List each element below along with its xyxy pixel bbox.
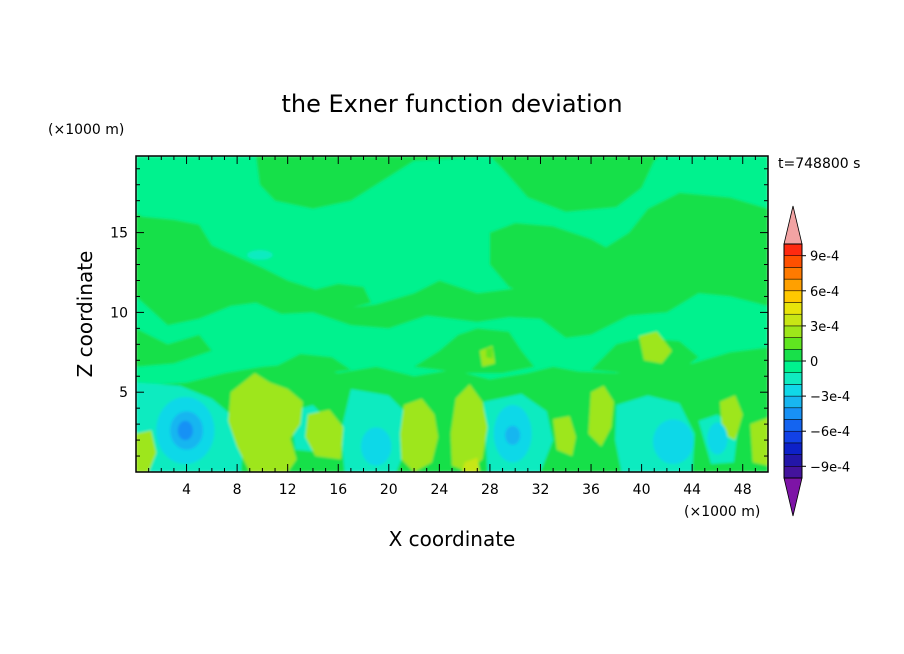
y-axis-title: Z coordinate (73, 251, 97, 378)
x-tick-label-0: 4 (182, 482, 191, 498)
x-tick-label-11: 48 (734, 482, 752, 498)
x-tick-label-3: 16 (329, 482, 347, 498)
x-unit-label: (×1000 m) (684, 504, 760, 520)
colorbar-tick-label-1: 6e-4 (810, 285, 839, 300)
upper-band (136, 156, 768, 308)
green-ridge-a (414, 328, 535, 374)
x-tick-label-5: 24 (430, 482, 448, 498)
y-tick-label-2: 15 (110, 226, 128, 242)
colorbar-swatch-1 (783, 454, 803, 467)
time-label: t=748800 s (778, 156, 860, 172)
colorbar-swatch-10 (783, 349, 803, 362)
heatmap-field (136, 156, 768, 472)
colorbar-max-arrow (783, 205, 803, 245)
colorbar-tick-label-0: 9e-4 (810, 250, 839, 265)
x-tick-label-8: 36 (582, 482, 600, 498)
colorbar-swatch-5 (783, 407, 803, 420)
colorbar-swatch-19 (783, 243, 803, 256)
y-tick-label-0: 5 (119, 385, 128, 401)
green-ridge-c (275, 353, 351, 375)
colorbar-tick-label-4: −3e-4 (810, 390, 850, 405)
x-tick-label-6: 28 (481, 482, 499, 498)
chart-title: the Exner function deviation (281, 90, 622, 118)
blue-core-3 (505, 425, 521, 445)
colorbar-swatch-7 (783, 384, 803, 397)
yg-cell-2 (305, 409, 344, 460)
yg-cell-0 (228, 373, 303, 472)
colorbar-swatch-3 (783, 430, 803, 444)
yg-cell-5 (553, 416, 576, 456)
x-tick-label-9: 40 (633, 482, 651, 498)
colorbar-swatch-8 (783, 372, 803, 385)
yg-core (486, 347, 493, 359)
green-ridge-d (136, 328, 212, 367)
y-unit-label: (×1000 m) (48, 122, 124, 138)
colorbar: 9e-4 6e-4 3e-4 0 −3e-4 −6e-4 −9e-4 (783, 205, 850, 517)
colorbar-swatch-13 (783, 313, 803, 327)
x-tick-label-4: 20 (380, 482, 398, 498)
yg-cell-3 (400, 398, 439, 472)
x-tick-label-2: 12 (279, 482, 297, 498)
yg-cell-4 (450, 384, 488, 472)
x-tick-label-7: 32 (532, 482, 550, 498)
yg-cell-6 (588, 385, 614, 447)
green-patch-small (313, 283, 372, 310)
cyan-core-5 (707, 422, 728, 455)
yellow-core (462, 457, 480, 472)
cyan-core-4 (652, 419, 694, 465)
colorbar-swatch-4 (783, 419, 803, 432)
yg-cell-9 (750, 417, 768, 466)
colorbar-swatch-0 (783, 466, 803, 479)
colorbar-swatch-9 (783, 360, 803, 373)
colorbar-swatch-15 (783, 290, 803, 303)
colorbar-swatch-18 (783, 255, 803, 268)
yg-cell-8 (720, 395, 743, 441)
y-tick-label-1: 10 (110, 305, 128, 321)
colorbar-min-arrow (783, 477, 803, 517)
colorbar-swatch-2 (783, 442, 803, 455)
cyan-core-3 (360, 427, 392, 466)
colorbar-swatch-11 (783, 337, 803, 350)
colorbar-swatch-12 (783, 325, 803, 338)
colorbar-swatch-6 (783, 395, 803, 409)
cyan-speck-1 (247, 250, 273, 260)
yg-cell-7 (639, 331, 672, 364)
x-axis-title: X coordinate (389, 527, 516, 551)
colorbar-tick-label-3: 0 (810, 355, 818, 370)
colorbar-swatch-17 (783, 267, 803, 280)
colorbar-swatch-14 (783, 302, 803, 315)
colorbar-tick-label-2: 3e-4 (810, 320, 839, 335)
colorbar-tick-label-6: −9e-4 (810, 460, 850, 475)
blue-core-2 (177, 420, 193, 441)
colorbar-tick-label-5: −6e-4 (810, 425, 850, 440)
x-tick-label-1: 8 (233, 482, 242, 498)
green-patch-mid (489, 223, 629, 305)
x-tick-label-10: 44 (683, 482, 701, 498)
yg-cell-1 (136, 430, 157, 472)
colorbar-swatch-16 (783, 278, 803, 292)
